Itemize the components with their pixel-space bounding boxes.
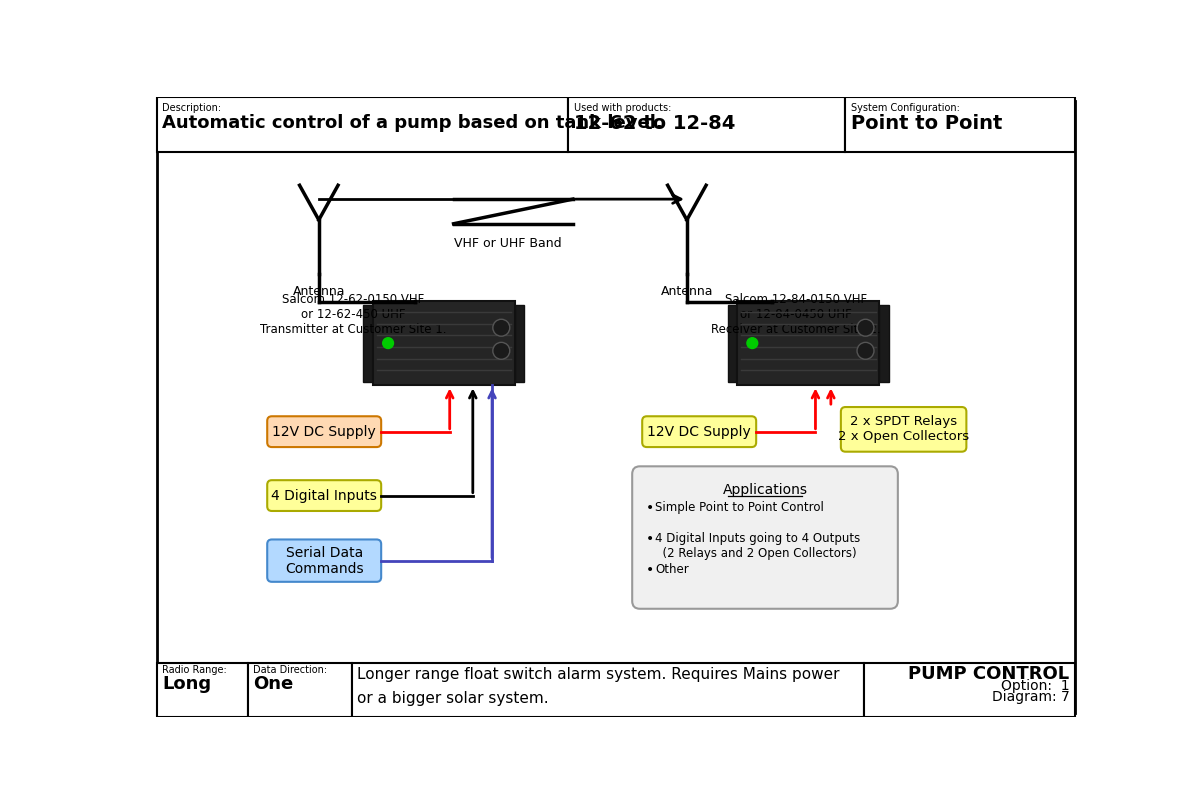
Text: 4 Digital Inputs going to 4 Outputs
  (2 Relays and 2 Open Collectors): 4 Digital Inputs going to 4 Outputs (2 R…: [655, 532, 861, 560]
Text: Antenna: Antenna: [661, 285, 713, 298]
Circle shape: [493, 343, 510, 359]
FancyBboxPatch shape: [157, 663, 248, 717]
Text: 4 Digital Inputs: 4 Digital Inputs: [272, 488, 377, 503]
Circle shape: [857, 343, 874, 359]
Text: Serial Data
Commands: Serial Data Commands: [285, 546, 363, 575]
FancyBboxPatch shape: [727, 305, 737, 381]
FancyBboxPatch shape: [567, 97, 845, 152]
Text: Long: Long: [162, 675, 212, 693]
FancyBboxPatch shape: [845, 97, 1075, 152]
FancyBboxPatch shape: [267, 480, 381, 511]
FancyBboxPatch shape: [864, 663, 1075, 717]
FancyBboxPatch shape: [267, 539, 381, 582]
Text: Antenna: Antenna: [292, 285, 345, 298]
Text: •: •: [645, 563, 654, 576]
Text: 12V DC Supply: 12V DC Supply: [273, 425, 376, 438]
FancyBboxPatch shape: [516, 305, 524, 381]
Text: Simple Point to Point Control: Simple Point to Point Control: [655, 501, 825, 514]
Text: Used with products:: Used with products:: [573, 103, 671, 113]
Text: Option:  1: Option: 1: [1001, 679, 1070, 693]
Text: •: •: [645, 532, 654, 546]
Text: •: •: [645, 501, 654, 515]
Text: Data Direction:: Data Direction:: [254, 665, 327, 675]
Text: 2 x SPDT Relays
2 x Open Collectors: 2 x SPDT Relays 2 x Open Collectors: [838, 415, 969, 443]
FancyBboxPatch shape: [363, 305, 373, 381]
Text: Other: Other: [655, 563, 689, 575]
Circle shape: [493, 319, 510, 336]
Text: Applications: Applications: [722, 484, 808, 497]
FancyBboxPatch shape: [841, 407, 966, 451]
Text: System Configuration:: System Configuration:: [851, 103, 959, 113]
Text: Point to Point: Point to Point: [851, 114, 1002, 133]
Text: Diagram: 7: Diagram: 7: [992, 691, 1070, 704]
Circle shape: [857, 319, 874, 336]
FancyBboxPatch shape: [642, 416, 756, 447]
FancyBboxPatch shape: [737, 301, 880, 385]
FancyBboxPatch shape: [267, 416, 381, 447]
Text: Description:: Description:: [162, 103, 221, 113]
Text: One: One: [254, 675, 293, 693]
Circle shape: [746, 338, 757, 348]
FancyBboxPatch shape: [157, 97, 567, 152]
Text: Salcom 12-62-0150 VHF
or 12-62-450 UHF
Transmitter at Customer Site 1.: Salcom 12-62-0150 VHF or 12-62-450 UHF T…: [260, 293, 447, 336]
Text: 12V DC Supply: 12V DC Supply: [648, 425, 751, 438]
FancyBboxPatch shape: [880, 305, 888, 381]
FancyBboxPatch shape: [248, 663, 352, 717]
Text: Automatic control of a pump based on tank level.: Automatic control of a pump based on tan…: [162, 114, 664, 131]
FancyBboxPatch shape: [373, 301, 516, 385]
FancyBboxPatch shape: [157, 101, 1075, 713]
Text: Longer range float switch alarm system. Requires Mains power
or a bigger solar s: Longer range float switch alarm system. …: [357, 667, 840, 706]
Circle shape: [382, 338, 393, 348]
Text: VHF or UHF Band: VHF or UHF Band: [453, 237, 561, 250]
Text: Salcom 12-84-0150 VHF
or 12-84-0450 UHF
Receiver at Customer Site 2.: Salcom 12-84-0150 VHF or 12-84-0450 UHF …: [712, 293, 881, 336]
FancyBboxPatch shape: [352, 663, 864, 717]
FancyBboxPatch shape: [632, 467, 898, 609]
Text: PUMP CONTROL: PUMP CONTROL: [909, 665, 1070, 683]
Text: Radio Range:: Radio Range:: [162, 665, 227, 675]
Text: 12-62 to 12-84: 12-62 to 12-84: [573, 114, 736, 133]
